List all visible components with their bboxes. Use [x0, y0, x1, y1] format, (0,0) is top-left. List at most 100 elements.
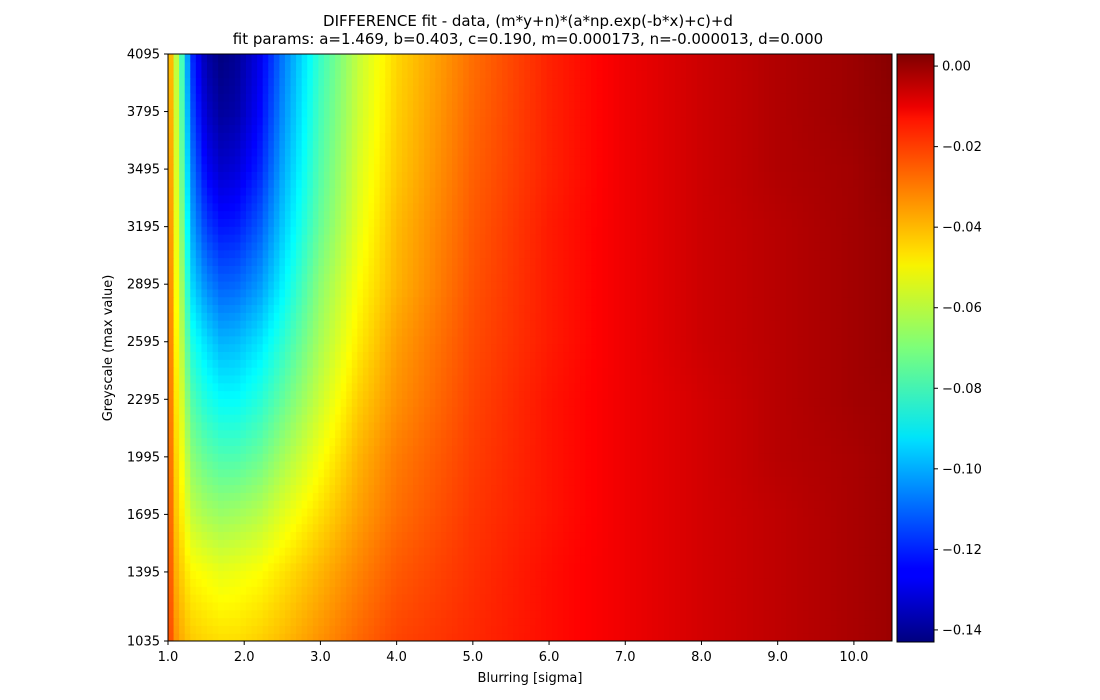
- heatmap-cell: [323, 429, 331, 439]
- heatmap-cell: [708, 437, 715, 446]
- heatmap-cell: [858, 617, 865, 626]
- heatmap-cell: [847, 367, 854, 376]
- heatmap-cell: [708, 570, 715, 579]
- heatmap-cell: [190, 547, 197, 556]
- heatmap-cell: [206, 437, 214, 446]
- heatmap-cell: [479, 554, 487, 564]
- heatmap-cell: [719, 460, 726, 470]
- heatmap-cell: [591, 601, 598, 611]
- heatmap-cell: [206, 594, 214, 603]
- heatmap-cell: [502, 398, 509, 407]
- heatmap-cell: [741, 507, 748, 517]
- heatmap-cell: [580, 382, 587, 392]
- heatmap-cell: [530, 437, 537, 446]
- heatmap-cell: [674, 468, 681, 478]
- heatmap-cell: [607, 586, 615, 595]
- heatmap-cell: [184, 562, 191, 572]
- heatmap-cell: [825, 492, 832, 501]
- heatmap-cell: [502, 445, 509, 454]
- heatmap-cell: [858, 492, 865, 501]
- heatmap-cell: [680, 547, 687, 556]
- heatmap-cell: [173, 367, 180, 376]
- heatmap-cell: [747, 445, 754, 454]
- heatmap-cell: [858, 609, 865, 619]
- heatmap-cell: [697, 476, 704, 486]
- heatmap-cell: [357, 390, 364, 399]
- heatmap-cell: [791, 547, 798, 556]
- heatmap-cell: [819, 578, 826, 587]
- heatmap-cell: [173, 414, 180, 423]
- heatmap-cell: [758, 531, 765, 540]
- heatmap-cell: [206, 484, 214, 493]
- heatmap-cell: [691, 406, 698, 415]
- heatmap-cell: [557, 484, 565, 493]
- heatmap-cell: [323, 586, 331, 595]
- heatmap-cell: [413, 609, 420, 619]
- heatmap-cell: [301, 476, 308, 486]
- heatmap-cell: [513, 453, 520, 462]
- heatmap-cell: [841, 390, 849, 399]
- heatmap-cell: [552, 343, 559, 353]
- heatmap-cell: [335, 633, 342, 641]
- heatmap-cell: [747, 460, 754, 470]
- heatmap-cell: [179, 492, 186, 501]
- heatmap-cell: [758, 492, 765, 501]
- heatmap-cell: [713, 468, 720, 478]
- heatmap-cell: [195, 625, 203, 634]
- heatmap-cell: [702, 554, 709, 564]
- heatmap-cell: [424, 359, 431, 368]
- heatmap-cell: [390, 453, 397, 462]
- heatmap-cell: [568, 594, 576, 603]
- heatmap-cell: [613, 429, 620, 439]
- heatmap-cell: [646, 429, 654, 439]
- heatmap-cell: [596, 531, 603, 540]
- heatmap-cell: [385, 547, 392, 556]
- heatmap-cell: [374, 445, 381, 454]
- heatmap-cell: [658, 351, 665, 360]
- heatmap-cell: [307, 335, 314, 345]
- heatmap-cell: [173, 390, 180, 399]
- heatmap-cell: [318, 453, 325, 462]
- heatmap-cell: [791, 625, 798, 634]
- heatmap-cell: [574, 382, 581, 392]
- heatmap-cell: [613, 523, 620, 533]
- heatmap-cell: [607, 554, 615, 564]
- heatmap-cell: [747, 382, 754, 392]
- heatmap-cell: [596, 554, 603, 564]
- heatmap-cell: [747, 437, 754, 446]
- heatmap-cell: [218, 445, 225, 454]
- heatmap-cell: [507, 500, 514, 509]
- heatmap-cell: [184, 578, 191, 587]
- heatmap-cell: [741, 476, 748, 486]
- heatmap-cell: [825, 374, 832, 384]
- heatmap-cell: [780, 460, 787, 470]
- heatmap-cell: [407, 492, 414, 501]
- heatmap-cell: [407, 343, 414, 353]
- heatmap-cell: [546, 484, 553, 493]
- heatmap-cell: [374, 500, 381, 509]
- heatmap-cell: [825, 507, 832, 517]
- heatmap-cell: [390, 609, 397, 619]
- heatmap-cell: [223, 515, 230, 525]
- heatmap-cell: [719, 507, 726, 517]
- heatmap-cell: [218, 492, 225, 501]
- heatmap-cell: [886, 484, 892, 493]
- heatmap-cell: [780, 398, 787, 407]
- heatmap-cell: [591, 453, 598, 462]
- heatmap-cell: [168, 460, 175, 470]
- heatmap-cell: [752, 547, 759, 556]
- heatmap-cell: [491, 445, 498, 454]
- heatmap-cell: [814, 414, 821, 423]
- heatmap-cell: [518, 382, 526, 392]
- heatmap-cell: [652, 398, 659, 407]
- heatmap-cell: [836, 531, 843, 540]
- heatmap-cell: [635, 406, 642, 415]
- heatmap-cell: [491, 406, 498, 415]
- heatmap-cell: [847, 398, 854, 407]
- heatmap-cell: [585, 562, 592, 572]
- heatmap-cell: [724, 374, 732, 384]
- heatmap-cell: [351, 507, 358, 517]
- heatmap-cell: [758, 343, 765, 353]
- heatmap-cell: [329, 335, 336, 345]
- heatmap-cell: [524, 625, 531, 634]
